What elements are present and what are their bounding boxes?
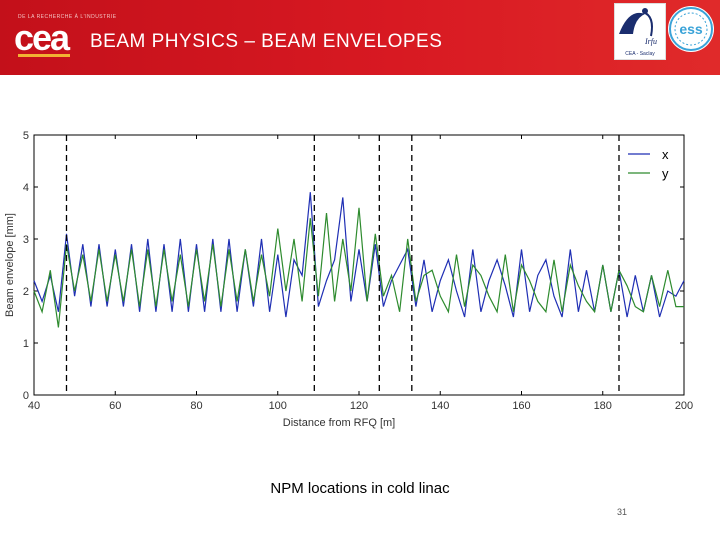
x-tick-label: 60 [109,400,121,412]
y-tick-label: 1 [23,338,29,350]
plot-frame [33,134,685,396]
header-bar: DE LA RECHERCHE À L'INDUSTRIE cea BEAM P… [0,0,720,75]
y-axis-label: Beam envelope [mm] [4,213,16,317]
x-tick-label: 80 [190,400,202,412]
y-tick-label: 2 [23,286,29,298]
irfu-subtext: CEA - Saclay [625,51,655,57]
logo-underline [18,54,70,57]
x-tick-label: 200 [675,400,693,412]
x-tick-label: 160 [512,400,530,412]
caption: NPM locations in cold linac [270,480,450,497]
ess-logo-text: ess [679,21,703,37]
ess-icon: ess [669,7,713,51]
x-tick-label: 140 [431,400,449,412]
cea-logo: cea [14,17,70,58]
beam-envelope-chart: 40 60 80 100 120 140 160 180 200 0 1 2 3 4 5 Distance f… [4,130,693,429]
x-axis-label: Distance from RFQ [m] [283,417,395,429]
series-line-y [33,207,684,328]
page-title: BEAM PHYSICS – BEAM ENVELOPES [90,31,443,52]
page-number: 31 [617,507,628,517]
x-tick-label: 40 [28,400,40,412]
y-tick-label: 3 [23,234,29,246]
x-tick-label: 100 [269,400,287,412]
x-tick-label: 120 [350,400,368,412]
ess-logo: ess [668,6,714,52]
irfu-icon: Irfu [619,8,657,46]
y-tick-label: 5 [23,130,29,142]
irfu-logo: Irfu CEA - Saclay [614,3,666,60]
org-tagline: DE LA RECHERCHE À L'INDUSTRIE [18,14,117,20]
legend-label-y: y [662,166,669,181]
irfu-logo-text: Irfu [644,37,657,46]
legend-label-x: x [662,147,669,162]
y-tick-label: 0 [23,390,29,402]
x-tick-label: 180 [594,400,612,412]
y-tick-label: 4 [23,182,29,194]
